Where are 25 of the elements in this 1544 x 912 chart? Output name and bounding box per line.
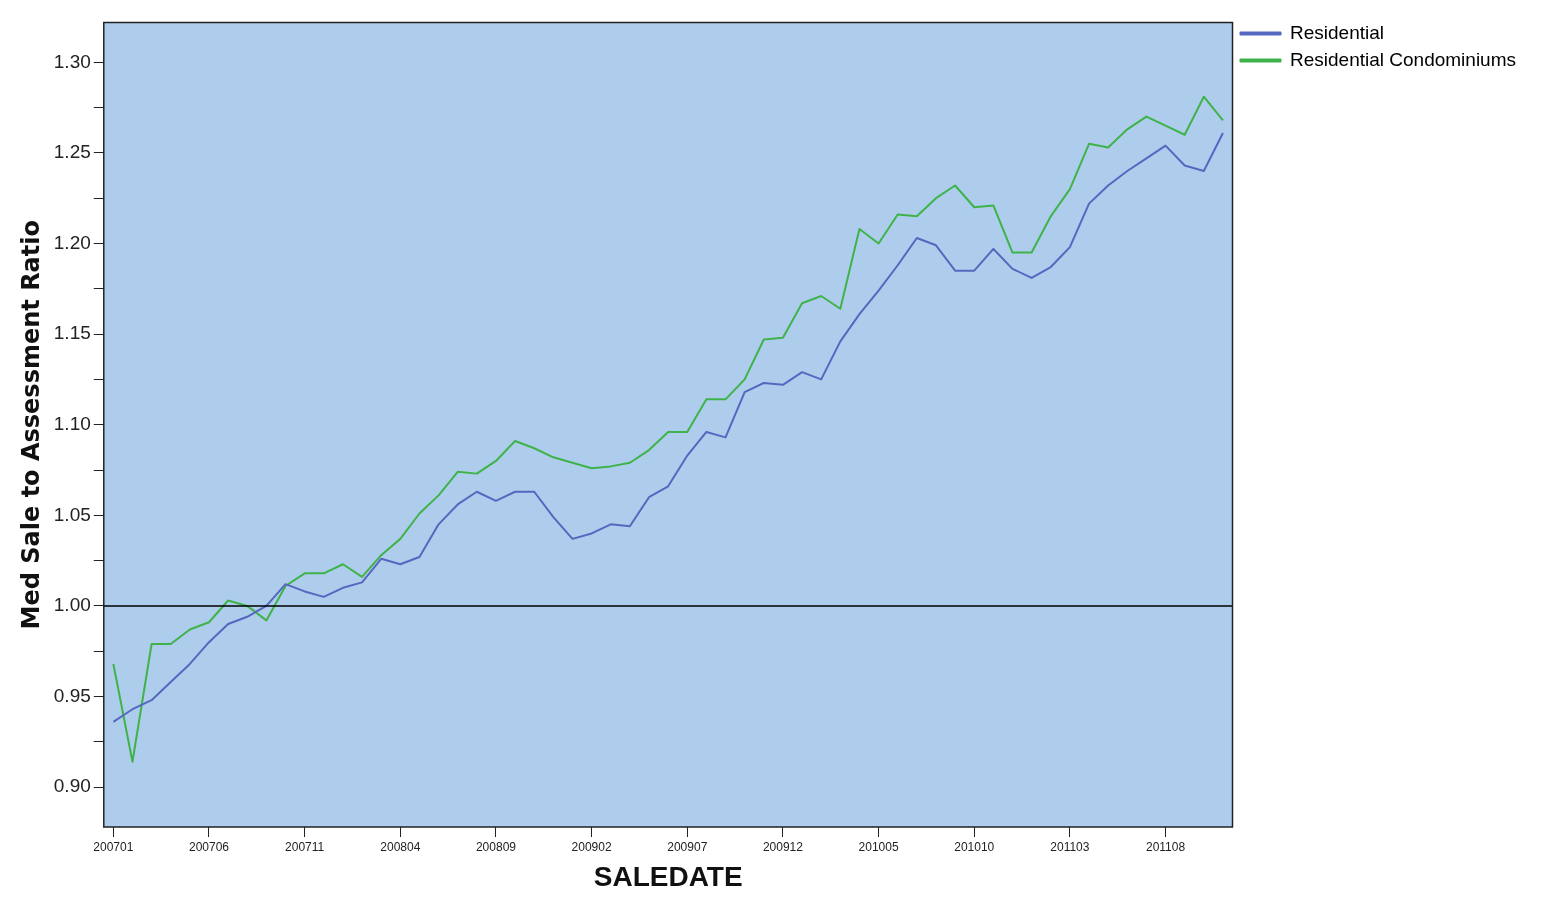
y-tick-label: 1.10: [53, 412, 91, 434]
y-tick-label: 1.05: [53, 503, 91, 525]
y-axis-title: Med Sale to Assessment Ratio: [16, 220, 45, 630]
x-tick-label: 201005: [858, 839, 899, 854]
x-tick-label: 200706: [188, 839, 230, 854]
x-tick-label: 200912: [762, 839, 804, 854]
x-tick-label: 200804: [380, 839, 421, 854]
y-tick-label: 1.15: [53, 322, 91, 344]
x-tick-label: 200809: [475, 839, 517, 854]
x-tick-label: 200902: [571, 839, 612, 854]
x-tick-label: 200711: [285, 839, 325, 854]
x-tick-label: 201103: [1050, 839, 1090, 854]
y-tick-label: 1.20: [53, 231, 91, 253]
legend-label: Residential: [1290, 21, 1384, 43]
legend-label: Residential Condominiums: [1290, 48, 1516, 70]
y-tick-label: 1.00: [53, 594, 91, 616]
y-tick-label: 0.95: [53, 684, 91, 706]
y-tick-label: 1.30: [53, 50, 91, 72]
x-axis-title: SALEDATE: [593, 860, 743, 892]
y-tick-label: 1.25: [53, 141, 91, 163]
x-tick-label: 200701: [93, 839, 134, 854]
x-tick-label: 201010: [954, 839, 995, 854]
x-tick-label: 200907: [667, 839, 708, 854]
x-tick-label: 201108: [1145, 839, 1186, 854]
y-tick-label: 0.90: [53, 775, 91, 797]
